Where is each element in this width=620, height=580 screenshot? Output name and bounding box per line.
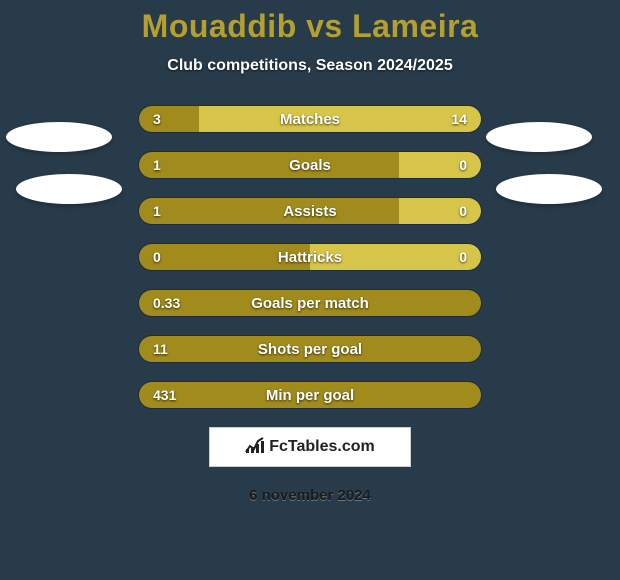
page-title: Mouaddib vs Lameira: [0, 8, 620, 45]
stat-bar-left: [139, 336, 481, 362]
stat-bar-left: [139, 198, 399, 224]
stat-bar-left: [139, 290, 481, 316]
comparison-card: Mouaddib vs Lameira Club competitions, S…: [0, 0, 620, 580]
stat-row: Goals per match0.33: [138, 289, 482, 317]
footer-brand-text: FcTables.com: [269, 438, 375, 456]
player-left-name: Mouaddib: [142, 8, 297, 44]
player-right-badge-1: [486, 122, 592, 152]
date-text: 6 november 2024: [0, 487, 620, 504]
stat-row: Assists10: [138, 197, 482, 225]
stat-bar-right: [399, 198, 481, 224]
stat-bar-left: [139, 152, 399, 178]
player-right-badge-2: [496, 174, 602, 204]
stat-row: Shots per goal11: [138, 335, 482, 363]
chart-icon: [245, 436, 265, 459]
footer-brand-box[interactable]: FcTables.com: [209, 427, 411, 467]
player-right-name: Lameira: [352, 8, 478, 44]
subtitle: Club competitions, Season 2024/2025: [0, 57, 620, 75]
stat-rows: Matches314 Goals10 Assists10 Hattricks00 Goa…: [138, 105, 482, 409]
stat-bar-right: [199, 106, 481, 132]
stat-bar-right: [399, 152, 481, 178]
title-vs: vs: [306, 8, 343, 44]
stat-bar-left: [139, 244, 310, 270]
stat-row: Goals10: [138, 151, 482, 179]
stat-row: Matches314: [138, 105, 482, 133]
player-left-badge-1: [6, 122, 112, 152]
stat-row: Min per goal431: [138, 381, 482, 409]
player-left-badge-2: [16, 174, 122, 204]
stat-bar-left: [139, 106, 199, 132]
stat-bar-right: [310, 244, 481, 270]
stat-row: Hattricks00: [138, 243, 482, 271]
stat-bar-left: [139, 382, 481, 408]
